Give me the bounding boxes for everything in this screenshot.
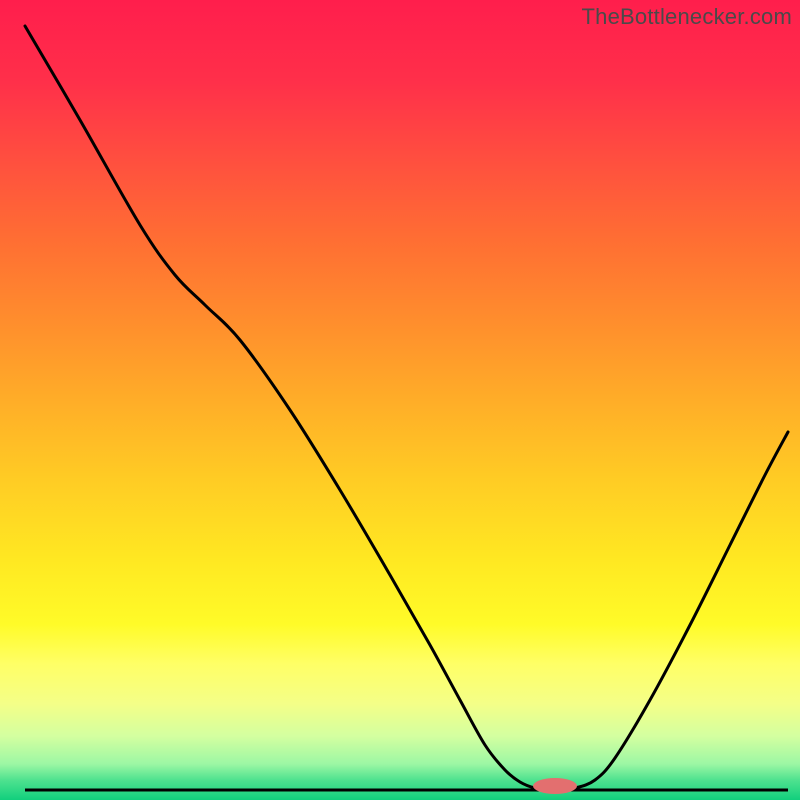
optimum-marker bbox=[533, 778, 577, 794]
attribution-label: TheBottlenecker.com bbox=[582, 4, 792, 30]
bottleneck-curve bbox=[0, 0, 800, 800]
curve-line bbox=[25, 26, 788, 790]
chart-container: TheBottlenecker.com bbox=[0, 0, 800, 800]
